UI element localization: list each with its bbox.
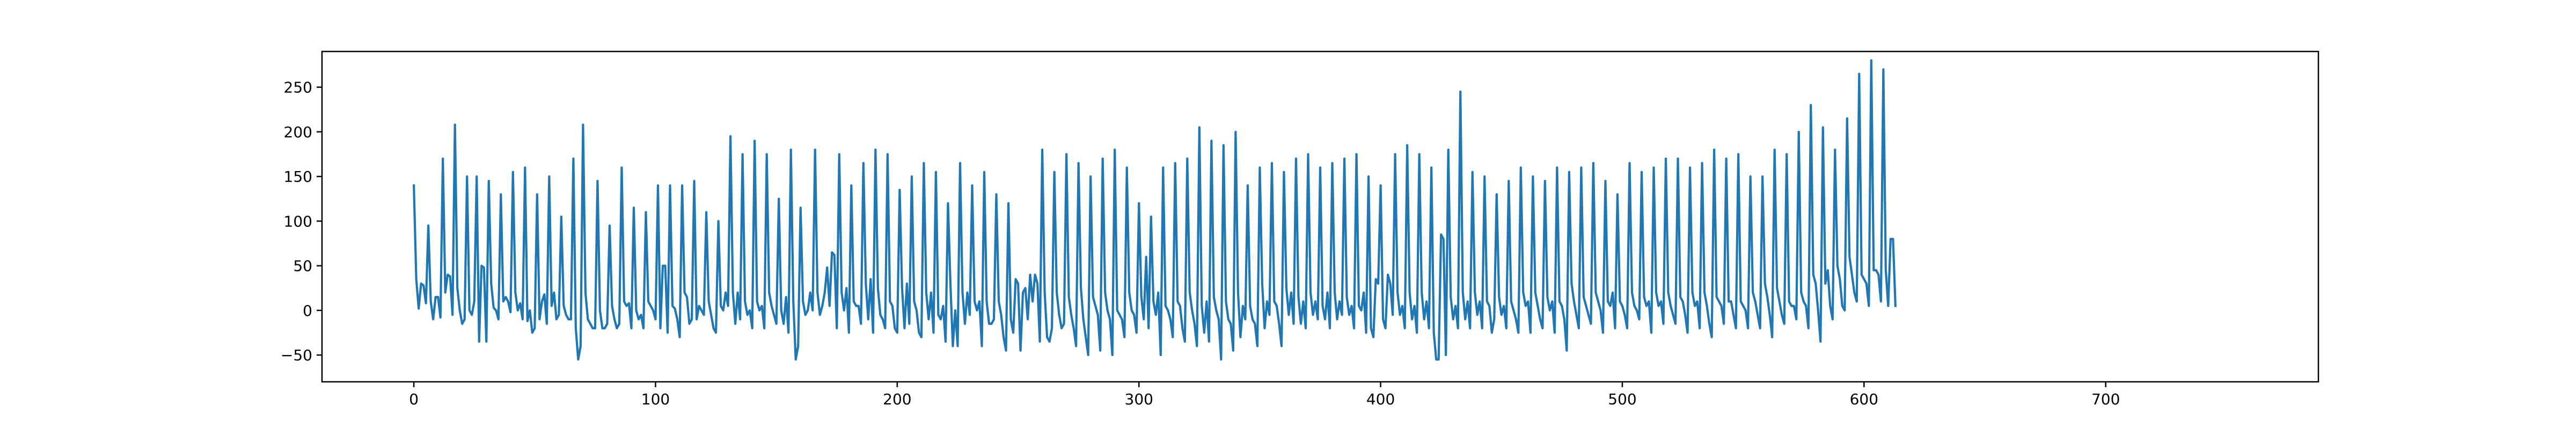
y-tick-label: 200 [284, 123, 312, 141]
x-tick-label: 0 [409, 390, 419, 408]
x-tick-label: 400 [1366, 390, 1395, 408]
x-tick-label: 500 [1608, 390, 1636, 408]
y-axis: −50 0 50 100 150 200 250 [281, 79, 322, 364]
y-tick-label: 250 [284, 79, 312, 97]
y-tick-label: −50 [281, 346, 312, 364]
x-axis: 0 100 200 300 400 500 600 700 [409, 382, 2120, 408]
x-tick-label: 300 [1125, 390, 1153, 408]
x-tick-label: 600 [1850, 390, 1878, 408]
series-line-0 [412, 59, 1897, 361]
y-tick-label: 100 [284, 212, 312, 230]
axes-frame [321, 50, 2319, 383]
x-tick-label: 100 [641, 390, 670, 408]
x-tick-label: 200 [883, 390, 911, 408]
y-tick-label: 150 [284, 168, 312, 186]
x-tick-label: 700 [2091, 390, 2120, 408]
y-tick-label: 50 [293, 257, 312, 275]
y-tick-label: 0 [303, 302, 312, 320]
